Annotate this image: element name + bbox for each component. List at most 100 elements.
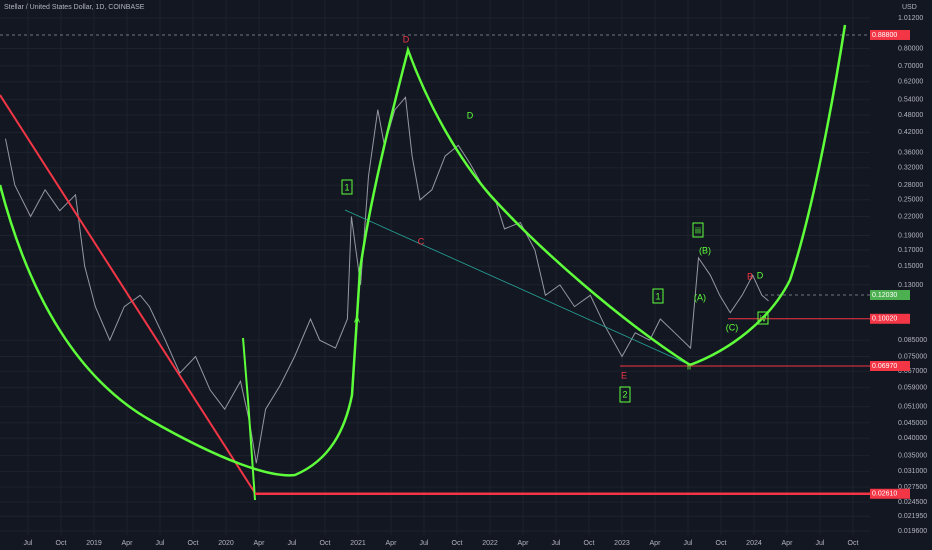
- x-tick-label: Jul: [156, 540, 165, 547]
- x-tick-label: Oct: [584, 540, 595, 547]
- trend-line: [344, 209, 691, 366]
- x-tick-label: Jul: [420, 540, 429, 547]
- wave-label: (C): [726, 322, 739, 332]
- y-tick-label: 0.19000: [898, 232, 923, 239]
- level-tag: [870, 361, 910, 372]
- level-tag: [870, 488, 910, 499]
- y-tick-label: 0.32000: [898, 165, 923, 172]
- x-tick-label: Apr: [518, 540, 530, 547]
- x-tick-label: Oct: [716, 540, 727, 547]
- currency: USD: [902, 4, 917, 11]
- wave-label: (A): [694, 292, 706, 302]
- x-tick-label: 2020: [218, 540, 234, 547]
- axes: 1.01200 0.80000 0.70000 0.62000 0.54000 0.480…: [24, 15, 928, 547]
- levels: [0, 34, 870, 496]
- label-box: [341, 179, 353, 195]
- level-tag: [870, 29, 910, 40]
- y-tick-label: 0.059000: [898, 385, 927, 392]
- y-tick-label: 0.62000: [898, 79, 923, 86]
- y-tick-label: 1.01200: [898, 15, 923, 22]
- x-tick-label: Jul: [815, 540, 824, 547]
- y-tick-label: 0.035000: [898, 452, 927, 459]
- y-tick-label: 0.040000: [898, 435, 927, 442]
- y-tick-label: 0.80000: [898, 45, 923, 52]
- x-tick-label: Jul: [288, 540, 297, 547]
- price-axis: [870, 0, 932, 550]
- wave-label: D: [467, 110, 474, 120]
- x-tick-label: Apr: [122, 540, 134, 547]
- y-tick-label: 0.25000: [898, 197, 923, 204]
- y-tick-label: 0.42000: [898, 129, 923, 136]
- y-tick-label: 0.17000: [898, 247, 923, 254]
- y-tick-label: 0.13000: [898, 282, 923, 289]
- level-tag: [870, 313, 910, 324]
- x-tick-label: 2021: [350, 540, 366, 547]
- wave-label: 1: [344, 182, 349, 192]
- y-tick-label: 0.48000: [898, 112, 923, 119]
- y-tick-label: 0.067000: [898, 368, 927, 375]
- wave-label: D: [403, 34, 410, 44]
- x-tick-label: Apr: [254, 540, 266, 547]
- wave-label: iv: [760, 313, 767, 323]
- y-tick-label: 0.075000: [898, 353, 927, 360]
- level-label: 0.06970: [872, 363, 897, 370]
- y-tick-label: 0.024500: [898, 499, 927, 506]
- x-tick-label: Apr: [782, 540, 794, 547]
- x-tick-label: Oct: [452, 540, 463, 547]
- x-tick-label: Oct: [320, 540, 331, 547]
- wave-label: 1: [655, 291, 660, 301]
- label-box: [692, 222, 704, 238]
- wave-label: C: [418, 236, 425, 246]
- wave-label: (B): [699, 245, 711, 255]
- projection-curve: [0, 24, 847, 477]
- x-tick-label: Apr: [650, 540, 662, 547]
- label-box: [757, 311, 769, 325]
- y-tick-label: 0.36000: [898, 149, 923, 156]
- x-tick-label: Oct: [188, 540, 199, 547]
- y-tick-label: 0.027500: [898, 484, 927, 491]
- x-tick-label: Oct: [848, 540, 859, 547]
- x-tick-label: Jul: [683, 540, 692, 547]
- y-tick-label: 0.22000: [898, 213, 923, 220]
- level-tag: [870, 290, 910, 301]
- wave-label: ii: [687, 361, 691, 371]
- grid: [0, 0, 870, 535]
- y-tick-label: 0.54000: [898, 97, 923, 104]
- label-box: [619, 386, 631, 403]
- wave-label: E: [621, 370, 627, 380]
- x-tick-label: 2023: [614, 540, 630, 547]
- wave-label: 2: [622, 389, 627, 399]
- y-tick-label: 0.031000: [898, 468, 927, 475]
- x-tick-label: 2019: [86, 540, 102, 547]
- wave-label: iii: [695, 225, 701, 235]
- x-tick-label: Oct: [56, 540, 67, 547]
- y-tick-label: 0.085000: [898, 337, 927, 344]
- y-tick-label: 0.15000: [898, 263, 923, 270]
- chart-title: Stellar / United States Dollar, 1D, COIN…: [4, 4, 145, 11]
- drawings: [0, 24, 847, 501]
- y-tick-label: 0.021950: [898, 513, 927, 520]
- wave-label: D: [757, 270, 764, 280]
- level-label: 0.88800: [872, 32, 897, 39]
- x-tick-label: 2022: [482, 540, 498, 547]
- wave-labels: D D 1 A C iii (B) (A) (C) B D iv 1 E ii …: [341, 34, 769, 403]
- label-box: [652, 288, 664, 304]
- y-tick-label: 0.70000: [898, 63, 923, 70]
- y-tick-label: 0.019600: [898, 528, 927, 535]
- wave-label: A: [354, 314, 360, 324]
- x-tick-label: Jul: [24, 540, 33, 547]
- trend-line: [0, 94, 256, 494]
- level-label: 0.10020: [872, 316, 897, 323]
- y-tick-label: 0.045000: [898, 420, 927, 427]
- x-tick-label: 2024: [746, 540, 762, 547]
- y-tick-label: 0.28000: [898, 182, 923, 189]
- y-tick-label: 0.051000: [898, 403, 927, 410]
- x-tick-label: Jul: [551, 540, 560, 547]
- level-label: 0.02610: [872, 491, 897, 498]
- time-axis: [0, 535, 932, 550]
- level-label: 0.12030: [872, 292, 897, 299]
- x-tick-label: Apr: [386, 540, 398, 547]
- spike-line: [242, 337, 256, 501]
